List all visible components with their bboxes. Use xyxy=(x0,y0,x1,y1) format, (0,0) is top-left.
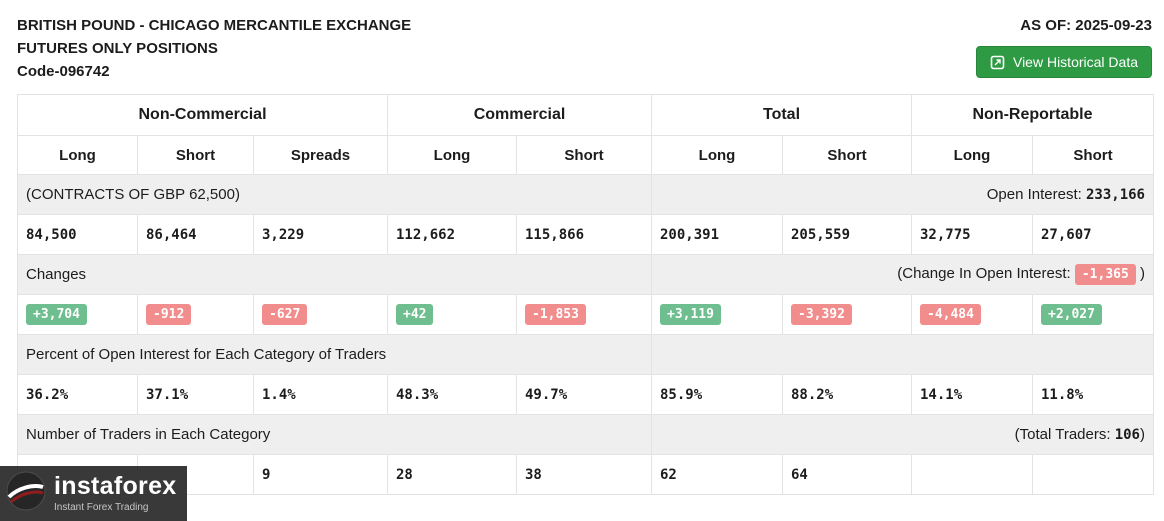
contracts-row: (CONTRACTS OF GBP 62,500) Open Interest:… xyxy=(17,174,1154,215)
percent-cell: 1.4% xyxy=(253,374,388,415)
change-badge: +2,027 xyxy=(1041,304,1102,325)
percent-cell: 88.2% xyxy=(782,374,912,415)
cot-table: Non-Commercial Commercial Total Non-Repo… xyxy=(17,94,1154,495)
contracts-label: (CONTRACTS OF GBP 62,500) xyxy=(17,174,652,215)
position-cell: 32,775 xyxy=(911,214,1033,255)
report-title: BRITISH POUND - CHICAGO MERCANTILE EXCHA… xyxy=(17,17,412,34)
column-header-short: Short xyxy=(782,135,912,175)
total-traders-cell: (Total Traders: 106) xyxy=(651,414,1154,455)
position-cell: 205,559 xyxy=(782,214,912,255)
percent-cell: 14.1% xyxy=(911,374,1033,415)
change-in-oi-label: (Change In Open Interest: xyxy=(897,265,1071,282)
traders-cell: 9 xyxy=(253,454,388,495)
change-badge: -4,484 xyxy=(920,304,981,325)
change-cell: -627 xyxy=(253,294,388,335)
watermark-tagline: Instant Forex Trading xyxy=(54,502,149,513)
position-cell: 3,229 xyxy=(253,214,388,255)
as-of-date: AS OF: 2025-09-23 xyxy=(1020,17,1152,34)
position-cell: 200,391 xyxy=(651,214,783,255)
traders-cell xyxy=(1032,454,1154,495)
position-cell: 112,662 xyxy=(387,214,517,255)
open-interest-label: Open Interest: xyxy=(986,186,1082,203)
column-header-long: Long xyxy=(387,135,517,175)
change-in-oi-value: -1,365 xyxy=(1074,264,1136,285)
change-badge: +42 xyxy=(396,304,434,325)
position-cell: 84,500 xyxy=(17,214,138,255)
change-cell: -1,853 xyxy=(516,294,652,335)
column-header-long: Long xyxy=(651,135,783,175)
view-historical-data-label: View Historical Data xyxy=(1012,54,1138,70)
total-traders-value: 106 xyxy=(1114,427,1140,443)
changes-row: +3,704 -912 -627 +42 -1,853 +3,119 -3,39… xyxy=(17,294,1154,335)
report-subtitle: FUTURES ONLY POSITIONS xyxy=(17,40,218,57)
changes-label: Changes xyxy=(17,254,652,295)
change-cell: +42 xyxy=(387,294,517,335)
total-traders-suffix: ) xyxy=(1140,426,1145,443)
column-header-short: Short xyxy=(516,135,652,175)
column-header-short: Short xyxy=(1032,135,1154,175)
traders-cell xyxy=(911,454,1033,495)
position-cell: 115,866 xyxy=(516,214,652,255)
percent-cell: 11.8% xyxy=(1032,374,1154,415)
change-cell: -912 xyxy=(137,294,254,335)
change-cell: -4,484 xyxy=(911,294,1033,335)
group-header-commercial: Commercial xyxy=(387,94,652,136)
position-cell: 86,464 xyxy=(137,214,254,255)
change-badge: -1,853 xyxy=(525,304,586,325)
report-code: Code-096742 xyxy=(17,63,110,80)
percent-label-row: Percent of Open Interest for Each Catego… xyxy=(17,334,1154,375)
traders-row: 9 28 38 62 64 xyxy=(17,454,1154,495)
change-cell: +3,119 xyxy=(651,294,783,335)
external-link-icon xyxy=(990,55,1005,70)
percent-label: Percent of Open Interest for Each Catego… xyxy=(17,334,652,375)
traders-label-row: Number of Traders in Each Category (Tota… xyxy=(17,414,1154,455)
position-cell: 27,607 xyxy=(1032,214,1154,255)
percent-cell: 49.7% xyxy=(516,374,652,415)
instaforex-watermark: instaforex Instant Forex Trading xyxy=(0,466,187,521)
changes-label-row: Changes (Change In Open Interest: -1,365… xyxy=(17,254,1154,295)
change-badge: +3,704 xyxy=(26,304,87,325)
change-in-oi-suffix: ) xyxy=(1140,265,1145,282)
traders-cell: 28 xyxy=(387,454,517,495)
percent-cell: 37.1% xyxy=(137,374,254,415)
column-header-long: Long xyxy=(17,135,138,175)
column-header-short: Short xyxy=(137,135,254,175)
report-titles: BRITISH POUND - CHICAGO MERCANTILE EXCHA… xyxy=(17,14,411,83)
percent-cell: 36.2% xyxy=(17,374,138,415)
percent-cell: 48.3% xyxy=(387,374,517,415)
total-traders-label: (Total Traders: xyxy=(1014,426,1111,443)
watermark-text: instaforex Instant Forex Trading xyxy=(54,472,177,514)
page-header: BRITISH POUND - CHICAGO MERCANTILE EXCHA… xyxy=(0,0,1164,83)
column-header-row: Long Short Spreads Long Short Long Short… xyxy=(17,135,1154,175)
change-in-oi-cell: (Change In Open Interest: -1,365 ) xyxy=(651,254,1154,295)
group-header-non-reportable: Non-Reportable xyxy=(911,94,1154,136)
traders-cell: 62 xyxy=(651,454,783,495)
positions-row: 84,500 86,464 3,229 112,662 115,866 200,… xyxy=(17,214,1154,255)
group-header-total: Total xyxy=(651,94,912,136)
change-cell: -3,392 xyxy=(782,294,912,335)
column-header-spreads: Spreads xyxy=(253,135,388,175)
traders-cell: 64 xyxy=(782,454,912,495)
header-right: AS OF: 2025-09-23 View Historical Data xyxy=(975,14,1152,78)
change-badge: +3,119 xyxy=(660,304,721,325)
change-cell: +3,704 xyxy=(17,294,138,335)
open-interest-cell: Open Interest: 233,166 xyxy=(651,174,1154,215)
percents-row: 36.2% 37.1% 1.4% 48.3% 49.7% 85.9% 88.2%… xyxy=(17,374,1154,415)
change-badge: -912 xyxy=(146,304,192,325)
traders-cell: 38 xyxy=(516,454,652,495)
instaforex-logo-icon xyxy=(5,470,47,517)
group-header-row: Non-Commercial Commercial Total Non-Repo… xyxy=(17,94,1154,136)
percent-cell: 85.9% xyxy=(651,374,783,415)
open-interest-value: 233,166 xyxy=(1085,187,1145,203)
view-historical-data-button[interactable]: View Historical Data xyxy=(975,46,1152,78)
column-header-long: Long xyxy=(911,135,1033,175)
change-badge: -627 xyxy=(262,304,308,325)
percent-label-spacer xyxy=(651,334,1154,375)
traders-label: Number of Traders in Each Category xyxy=(17,414,652,455)
watermark-brand: instaforex xyxy=(54,472,177,500)
group-header-non-commercial: Non-Commercial xyxy=(17,94,388,136)
change-cell: +2,027 xyxy=(1032,294,1154,335)
change-badge: -3,392 xyxy=(791,304,852,325)
